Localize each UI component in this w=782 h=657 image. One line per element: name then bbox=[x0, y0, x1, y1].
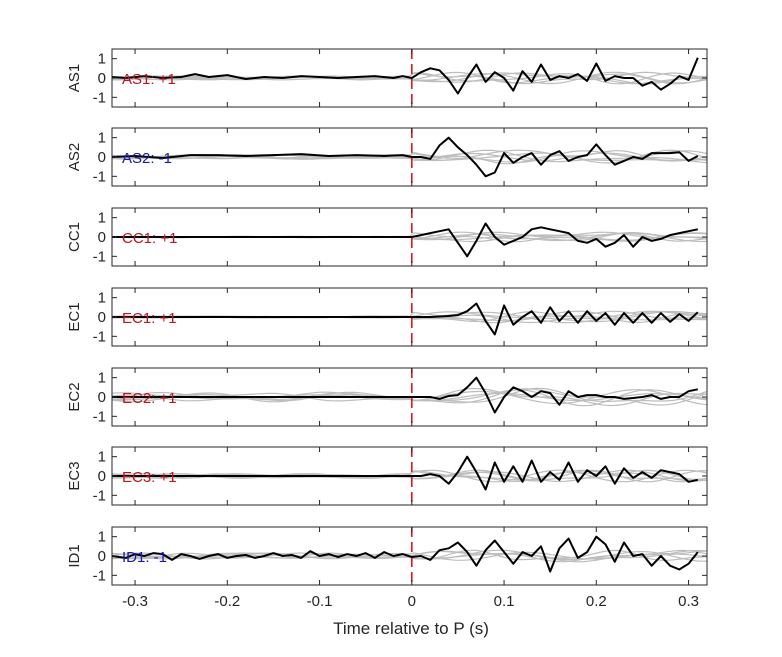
y-tick-label: 0 bbox=[98, 70, 106, 87]
polarity-label: EC1: +1 bbox=[122, 310, 177, 327]
x-tick-label: -0.3 bbox=[122, 593, 148, 610]
panel-as2: 1 0 -1 AS2 AS2: -1 bbox=[66, 127, 708, 187]
panel-as1: 1 0 -1 AS1 AS1: +1 bbox=[66, 48, 708, 108]
y-tick-label: -1 bbox=[93, 248, 106, 265]
panel-ylabel: EC2 bbox=[66, 382, 83, 411]
x-tick-label: -0.2 bbox=[214, 593, 240, 610]
main-trace bbox=[111, 57, 699, 95]
main-trace bbox=[112, 455, 699, 491]
y-tick-label: 0 bbox=[98, 468, 106, 485]
y-tick-label: -1 bbox=[93, 567, 106, 584]
y-tick-label: -1 bbox=[93, 328, 106, 345]
panel-id1: 1 0 -1 ID1 ID1: -1 -0.3 -0.2 -0.1 0 0.1 0.2 0.3 bbox=[66, 526, 708, 610]
panel-ylabel: CC1 bbox=[66, 222, 83, 252]
main-trace bbox=[111, 535, 699, 573]
polarity-label: EC2: +1 bbox=[122, 390, 177, 407]
panel-ylabel: ID1 bbox=[66, 544, 83, 567]
panel-ylabel: AS2 bbox=[66, 143, 83, 171]
y-tick-label: 0 bbox=[98, 309, 106, 326]
polarity-label: AS1: +1 bbox=[122, 71, 176, 88]
y-tick-label: 0 bbox=[98, 548, 106, 565]
polarity-label: AS2: -1 bbox=[122, 150, 172, 167]
y-tick-label: 1 bbox=[98, 130, 106, 147]
polarity-label: ID1: -1 bbox=[122, 549, 167, 566]
y-tick-label: -1 bbox=[93, 89, 106, 106]
main-trace bbox=[111, 136, 699, 178]
y-tick-label: 1 bbox=[98, 290, 106, 307]
x-tick-label: 0.2 bbox=[586, 593, 607, 610]
panel-ylabel: EC3 bbox=[66, 461, 83, 490]
x-axis-label: Time relative to P (s) bbox=[333, 619, 489, 638]
panel-ec1: 1 0 -1 EC1 EC1: +1 bbox=[66, 287, 708, 347]
y-tick-label: -1 bbox=[93, 487, 106, 504]
y-tick-label: 0 bbox=[98, 229, 106, 246]
panel-cc1: 1 0 -1 CC1 CC1: +1 bbox=[66, 207, 708, 267]
y-tick-label: 1 bbox=[98, 529, 106, 546]
y-tick-label: 1 bbox=[98, 210, 106, 227]
main-trace bbox=[112, 302, 699, 336]
y-tick-label: 1 bbox=[98, 370, 106, 387]
y-tick-label: -1 bbox=[93, 408, 106, 425]
y-tick-label: 0 bbox=[98, 149, 106, 166]
background-trace bbox=[112, 389, 708, 407]
panel-ec2: 1 0 -1 EC2 EC2: +1 bbox=[66, 367, 708, 427]
x-tick-label: 0 bbox=[408, 593, 416, 610]
x-tick-label: 0.1 bbox=[494, 593, 515, 610]
x-tick-label: 0.3 bbox=[678, 593, 699, 610]
polarity-label: EC3: +1 bbox=[122, 469, 177, 486]
panel-ec3: 1 0 -1 EC3 EC3: +1 bbox=[66, 446, 708, 506]
x-tick-label: -0.1 bbox=[307, 593, 333, 610]
panel-ylabel: EC1 bbox=[66, 302, 83, 331]
background-trace bbox=[112, 149, 708, 162]
y-tick-label: 0 bbox=[98, 389, 106, 406]
main-trace bbox=[112, 376, 699, 414]
y-tick-label: 1 bbox=[98, 449, 106, 466]
y-tick-label: 1 bbox=[98, 51, 106, 68]
polarity-label: CC1: +1 bbox=[122, 230, 177, 247]
main-trace bbox=[112, 222, 699, 258]
y-tick-label: -1 bbox=[93, 168, 106, 185]
panel-ylabel: AS1 bbox=[66, 64, 83, 92]
